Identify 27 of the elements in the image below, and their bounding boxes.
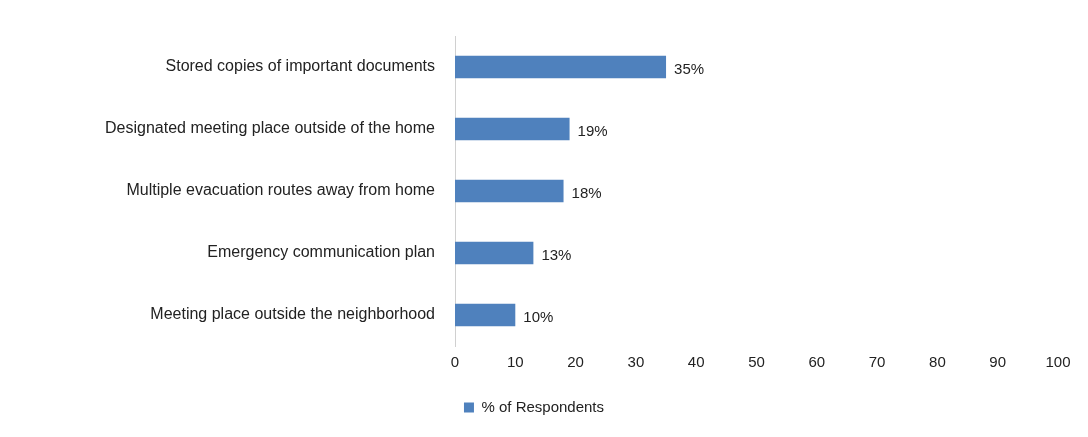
y-tick-label: Emergency communication plan xyxy=(207,243,435,261)
data-label: 18% xyxy=(571,184,602,202)
x-tick-label: 40 xyxy=(687,353,705,371)
data-label: 10% xyxy=(523,308,554,326)
y-tick-label: Designated meeting place outside of the home xyxy=(105,119,436,137)
x-tick-label: 100 xyxy=(1045,353,1071,371)
bar xyxy=(455,303,516,327)
x-tick-label: 30 xyxy=(627,353,645,371)
x-tick-label: 80 xyxy=(929,353,946,371)
x-tick-label: 10 xyxy=(506,353,524,371)
data-label: 35% xyxy=(674,60,705,78)
x-tick-label: 50 xyxy=(748,353,765,371)
bar xyxy=(455,241,534,265)
y-tick-label: Stored copies of important documents xyxy=(165,57,435,75)
data-label: 13% xyxy=(541,246,572,264)
x-tick-label: 60 xyxy=(808,353,826,371)
x-tick-label: 0 xyxy=(450,353,460,371)
x-tick-label: 70 xyxy=(868,353,886,371)
y-tick-label: Multiple evacuation routes away from home xyxy=(126,181,436,199)
bar xyxy=(455,117,570,141)
x-tick-label: 90 xyxy=(989,353,1007,371)
data-label: 19% xyxy=(577,122,608,140)
bar xyxy=(455,55,667,79)
bar xyxy=(455,179,564,203)
y-tick-label: Meeting place outside the neighborhood xyxy=(150,305,435,323)
x-tick-label: 20 xyxy=(567,353,584,371)
legend-label: % of Respondents xyxy=(481,397,605,415)
